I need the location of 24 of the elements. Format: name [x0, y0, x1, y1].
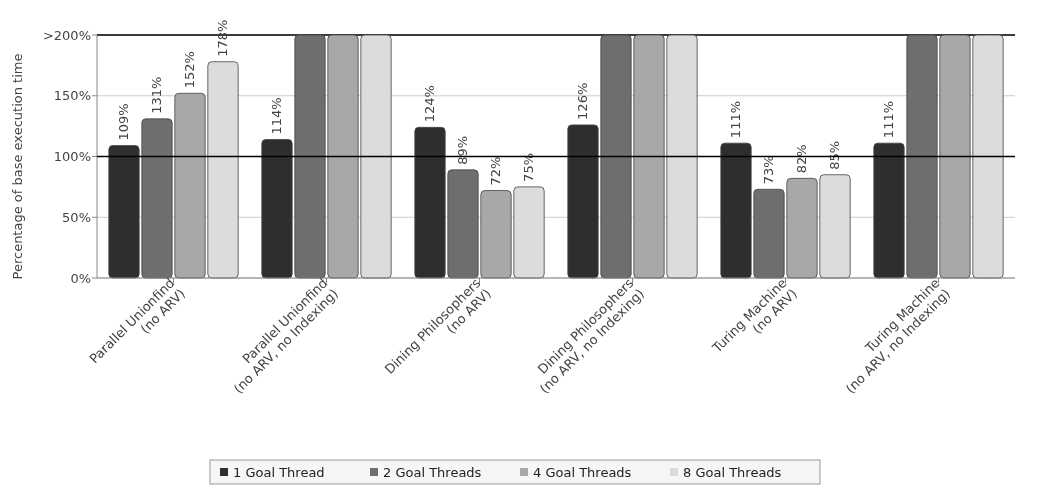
y-tick-label: >200% [42, 27, 91, 43]
data-label: 152% [182, 51, 197, 89]
data-label: 114% [269, 97, 284, 135]
data-label: 73% [761, 155, 776, 185]
legend-label: 2 Goal Threads [383, 464, 482, 480]
y-tick-label: 100% [53, 149, 91, 165]
legend-label: 1 Goal Thread [233, 464, 325, 480]
data-label: 131% [149, 76, 164, 114]
data-label: 111% [881, 100, 896, 139]
data-label: 111% [728, 100, 743, 139]
y-axis-title: Percentage of base execution time [10, 53, 25, 280]
data-label: 82% [794, 144, 809, 174]
data-label: 72% [488, 156, 503, 186]
legend-label: 8 Goal Threads [683, 464, 782, 480]
data-label: 89% [455, 135, 470, 165]
data-label: 109% [116, 103, 131, 141]
y-tick-label: 50% [62, 209, 91, 225]
y-tick-label: 0% [70, 270, 91, 286]
data-label: 178% [215, 19, 230, 57]
legend-label: 4 Goal Threads [533, 464, 632, 480]
y-tick-label: 150% [53, 88, 91, 104]
data-label: 75% [521, 152, 536, 182]
data-label: 124% [422, 85, 437, 123]
data-label: 126% [575, 82, 590, 120]
